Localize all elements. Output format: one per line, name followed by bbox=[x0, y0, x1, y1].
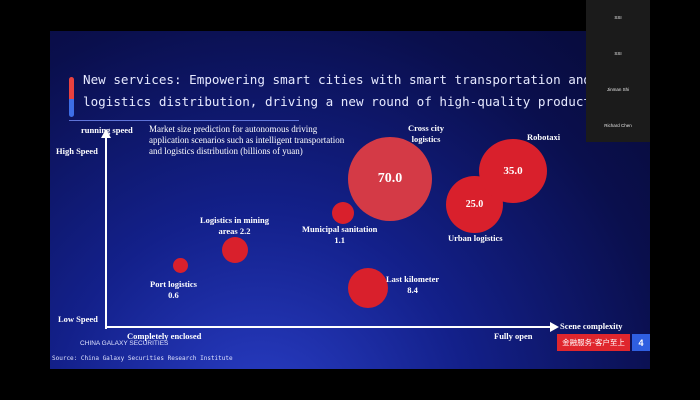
participant-tile[interactable]: SSI bbox=[614, 15, 622, 20]
presentation-slide: New services: Empowering smart cities wi… bbox=[50, 31, 650, 369]
x-axis-line bbox=[105, 326, 553, 328]
y-axis-low-label: Low Speed bbox=[58, 314, 98, 324]
bubble-label-mining-logistics: Logistics in mining areas 2.2 bbox=[200, 215, 269, 236]
title-line-1: New services: Empowering smart cities wi… bbox=[83, 72, 591, 87]
bubble-label-cross-city-logistics: Cross city logistics bbox=[408, 123, 444, 144]
bubble-label-urban-logistics: Urban logistics bbox=[448, 233, 503, 243]
title-line-2: logistics distribution, driving a new ro… bbox=[83, 94, 629, 109]
participants-panel: SSI SSI Jinman Shi Richard Chen bbox=[586, 0, 650, 142]
y-axis-high-label: High Speed bbox=[56, 146, 98, 156]
bubble-label-municipal-sanitation: Municipal sanitation 1.1 bbox=[302, 224, 378, 245]
bubble-urban-logistics: 25.0 bbox=[446, 176, 503, 233]
brand-footer: CHINA GALAXY SECURITIES bbox=[80, 340, 169, 347]
x-axis-left-label: Completely enclosed bbox=[127, 331, 202, 341]
title-divider bbox=[69, 120, 299, 121]
source-note: Source: China Galaxy Securities Research… bbox=[52, 355, 233, 362]
chart-note: Market size prediction for autonomous dr… bbox=[149, 124, 345, 156]
slide-title: New services: Empowering smart cities wi… bbox=[83, 69, 643, 113]
bubble-port-logistics bbox=[173, 258, 188, 273]
bubble-label-last-kilometer: Last kilometer 8.4 bbox=[386, 274, 440, 295]
bubble-label-robotaxi: Robotaxi bbox=[527, 132, 561, 142]
slogan-tag: 金融服务-客户至上 bbox=[557, 334, 630, 351]
participant-tile[interactable]: Jinman Shi bbox=[606, 87, 630, 92]
page-number-badge: 4 bbox=[632, 334, 650, 351]
x-axis-arrow bbox=[550, 322, 559, 332]
bubble-last-kilometer bbox=[348, 268, 388, 308]
bubble-label-port-logistics: Port logistics 0.6 bbox=[150, 279, 197, 300]
y-axis-line bbox=[105, 137, 107, 329]
y-axis-arrow bbox=[101, 129, 111, 138]
bubble-municipal-sanitation bbox=[332, 202, 354, 224]
participant-tile[interactable]: Richard Chen bbox=[604, 123, 632, 128]
bubble-cross-city-logistics: 70.0 bbox=[348, 137, 432, 221]
x-axis-right-label: Fully open bbox=[494, 331, 533, 341]
participant-tile[interactable]: SSI bbox=[614, 51, 622, 56]
bubble-mining-logistics bbox=[222, 237, 248, 263]
bubble-robotaxi: 35.0 bbox=[479, 139, 547, 203]
x-axis-title: Scene complexity bbox=[560, 321, 623, 331]
title-accent-bar bbox=[69, 77, 74, 117]
